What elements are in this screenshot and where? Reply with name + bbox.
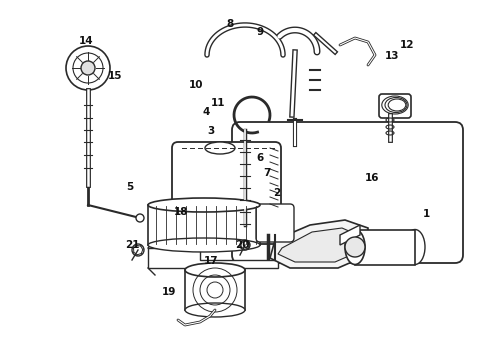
Text: 7: 7 [263, 168, 271, 178]
Ellipse shape [405, 230, 425, 265]
Text: 21: 21 [125, 240, 140, 250]
Text: 1: 1 [423, 209, 430, 219]
Ellipse shape [185, 263, 245, 277]
Ellipse shape [345, 230, 365, 265]
FancyBboxPatch shape [232, 122, 463, 263]
Text: 5: 5 [126, 182, 133, 192]
Circle shape [66, 46, 110, 90]
Polygon shape [340, 225, 360, 245]
FancyBboxPatch shape [256, 204, 294, 242]
Circle shape [345, 237, 365, 257]
Text: 17: 17 [203, 256, 218, 266]
Text: 16: 16 [365, 173, 380, 183]
Text: 19: 19 [162, 287, 176, 297]
Text: 8: 8 [227, 19, 234, 30]
Bar [355, 230, 415, 265]
Text: 18: 18 [174, 207, 189, 217]
Text: 9: 9 [256, 27, 263, 37]
Text: 15: 15 [108, 71, 122, 81]
Text: 12: 12 [399, 40, 414, 50]
Text: 20: 20 [235, 240, 250, 250]
Ellipse shape [185, 303, 245, 317]
Bar [185, 270, 245, 310]
Text: 3: 3 [207, 126, 214, 136]
Text: 4: 4 [202, 107, 210, 117]
Text: 10: 10 [189, 80, 203, 90]
Circle shape [81, 61, 95, 75]
Ellipse shape [205, 142, 235, 154]
Text: 2: 2 [273, 188, 280, 198]
Ellipse shape [148, 198, 260, 212]
Circle shape [132, 244, 144, 256]
Text: 6: 6 [256, 153, 263, 163]
Polygon shape [278, 228, 358, 262]
Text: 14: 14 [78, 36, 93, 46]
Circle shape [136, 214, 144, 222]
Polygon shape [270, 220, 368, 268]
Ellipse shape [148, 238, 260, 252]
Circle shape [240, 240, 250, 250]
FancyBboxPatch shape [379, 94, 411, 118]
FancyBboxPatch shape [172, 142, 281, 244]
Text: 11: 11 [211, 98, 225, 108]
Polygon shape [148, 248, 278, 268]
Circle shape [73, 53, 103, 83]
Text: 13: 13 [385, 51, 399, 61]
Bar [148, 205, 260, 245]
